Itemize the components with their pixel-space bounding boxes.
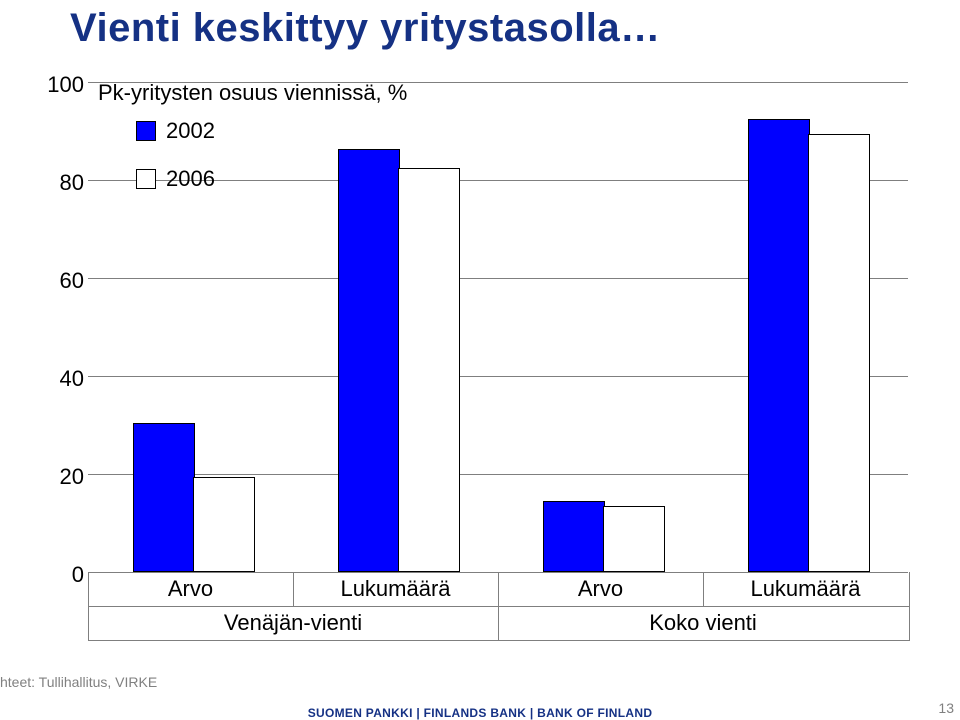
legend-item-2002: 2002 <box>136 118 215 144</box>
cat-label-arvo-2: Arvo <box>498 576 703 602</box>
footer-bank: SUOMEN PANKKI | FINLANDS BANK | BANK OF … <box>308 706 653 720</box>
bar-koko-arvo-2006 <box>603 506 665 572</box>
bar-venajan-arvo-2006 <box>193 477 255 572</box>
chart-container: 0 20 40 60 80 100 Pk-yrity <box>38 72 926 652</box>
bar-koko-lukumaara-2006 <box>808 134 870 572</box>
legend-item-2006: 2006 <box>136 166 215 192</box>
bar-koko-arvo-2002 <box>543 501 605 572</box>
legend-swatch-2006 <box>136 169 156 189</box>
bar-venajan-lukumaara-2002 <box>338 149 400 572</box>
y-tick-5: 100 <box>38 72 84 98</box>
y-tick-0: 0 <box>38 562 84 588</box>
y-tick-3: 60 <box>38 268 84 294</box>
y-tick-4: 80 <box>38 170 84 196</box>
page-number: 13 <box>938 700 954 716</box>
plot-area: Pk-yritysten osuus viennissä, % 2002 200… <box>88 82 908 573</box>
legend-label-2006: 2006 <box>166 166 215 192</box>
source-text: hteet: Tullihallitus, VIRKE <box>0 674 157 690</box>
cat-label-arvo-1: Arvo <box>88 576 293 602</box>
slide-title: Vienti keskittyy yritystasolla… <box>70 6 661 51</box>
bar-venajan-lukumaara-2006 <box>398 168 460 572</box>
bar-venajan-arvo-2002 <box>133 423 195 572</box>
legend-label-2002: 2002 <box>166 118 215 144</box>
bar-koko-lukumaara-2002 <box>748 119 810 572</box>
group-label-venajan: Venäjän-vienti <box>88 610 498 636</box>
legend-swatch-2002 <box>136 121 156 141</box>
y-tick-1: 20 <box>38 464 84 490</box>
chart-subtitle: Pk-yritysten osuus viennissä, % <box>98 80 407 106</box>
cat-label-lukumaara-1: Lukumäärä <box>293 576 498 602</box>
group-label-koko: Koko vienti <box>498 610 908 636</box>
cat-label-lukumaara-2: Lukumäärä <box>703 576 908 602</box>
y-tick-2: 40 <box>38 366 84 392</box>
